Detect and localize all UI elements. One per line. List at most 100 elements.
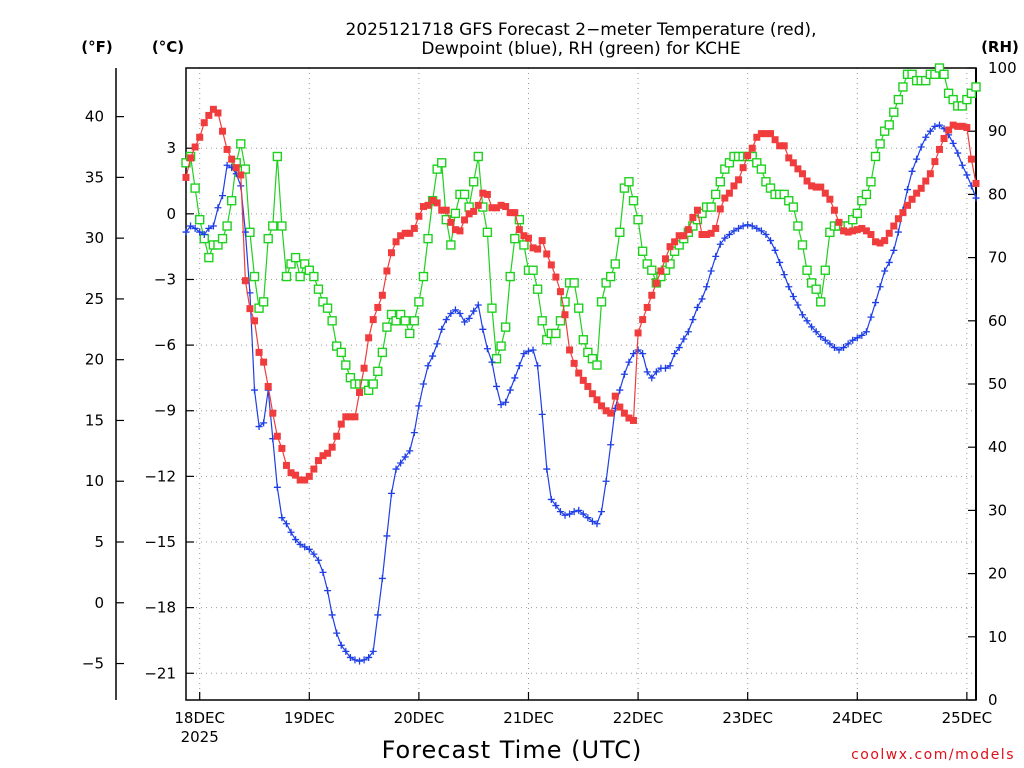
dewpoint-point (616, 386, 624, 394)
temp-point (913, 189, 921, 197)
temp-point (894, 215, 902, 223)
rh-point (405, 328, 415, 339)
temp-point (397, 232, 405, 240)
dewpoint-point (872, 299, 880, 307)
temp-point (776, 142, 784, 150)
temp-point (744, 152, 752, 160)
dewpoint-point (415, 402, 423, 410)
temp-point (917, 184, 925, 192)
dewpoint-point (223, 161, 231, 169)
dewpoint-point (963, 171, 971, 179)
rh-point (893, 94, 904, 105)
series-2 (181, 63, 981, 396)
dewpoint-point (515, 362, 523, 370)
temp-point (785, 154, 793, 162)
rh-point (368, 379, 378, 389)
dewpoint-point (314, 556, 322, 564)
dewpoint-point (401, 453, 409, 461)
temp-point (200, 119, 208, 127)
rh-point (852, 208, 862, 219)
dewpoint-point (419, 380, 427, 388)
dewpoint-point (954, 149, 962, 157)
rh-tick-label: 60 (988, 312, 1007, 330)
dewpoint-point (205, 224, 213, 232)
rh-point (226, 196, 237, 206)
f-unit-label: (°F) (81, 38, 112, 56)
dewpoint-point (328, 611, 336, 619)
temp-point (748, 144, 756, 152)
dewpoint-point (652, 368, 660, 376)
temp-point (502, 203, 510, 211)
dewpoint-point (671, 350, 679, 358)
dewpoint-point (630, 350, 638, 358)
dewpoint-point (789, 292, 797, 300)
dewpoint-point (552, 502, 560, 510)
dewpoint-point (470, 307, 478, 315)
temp-point (821, 189, 829, 197)
credit-link[interactable]: coolwx.com/models (851, 747, 1015, 763)
rh-point (400, 316, 410, 326)
dewpoint-point (547, 495, 555, 503)
f-tick-label: −5 (82, 655, 104, 673)
rh-point (811, 284, 821, 294)
grid-lines (186, 68, 976, 700)
dewpoint-point (689, 316, 697, 324)
dewpoint-point (707, 267, 715, 275)
temp-point (561, 311, 569, 319)
temp-point (187, 154, 195, 162)
dewpoint-point (849, 336, 857, 344)
dewpoint-point (725, 231, 733, 239)
rh-point (496, 341, 506, 351)
dewpoint-point (958, 161, 966, 169)
rh-point (487, 303, 497, 313)
temp-point (922, 177, 930, 185)
dewpoint-point (493, 382, 501, 390)
f-tick-label: 15 (85, 411, 104, 429)
dewpoint-point (575, 506, 583, 514)
rh-point (505, 271, 515, 282)
rh-point (875, 139, 885, 149)
f-tick-label: 25 (85, 290, 104, 308)
temp-point (324, 449, 332, 457)
rh-point (217, 233, 228, 244)
temp-point (634, 329, 642, 337)
dewpoint-point (250, 386, 258, 394)
temp-point (360, 364, 368, 372)
rh-point (820, 265, 831, 275)
temp-point (607, 409, 615, 417)
rh-point (482, 227, 493, 238)
dewpoint-point (451, 306, 459, 314)
temp-point (383, 267, 391, 275)
rh-point (468, 177, 479, 187)
rh-tick-label: 30 (988, 501, 1007, 519)
dewpoint-point (712, 252, 720, 260)
temp-point (757, 130, 765, 138)
dewpoint-point (465, 314, 473, 322)
dewpoint-point (360, 656, 368, 664)
temp-point (598, 402, 606, 410)
temp-point (282, 461, 290, 469)
temp-point (543, 250, 551, 258)
rh-point (281, 271, 292, 282)
dewpoint-point (620, 370, 628, 378)
dewpoint-point (835, 346, 843, 354)
f-tick-label: 35 (85, 168, 104, 186)
dewpoint-point (917, 143, 925, 151)
temp-point (483, 190, 491, 198)
rh-point (414, 297, 424, 307)
dewpoint-point (378, 574, 386, 582)
dewpoint-point (762, 231, 770, 239)
temp-point (301, 476, 309, 484)
series-line (185, 108, 977, 481)
rh-point (514, 214, 525, 225)
dewpoint-point (566, 510, 574, 518)
temp-point (223, 145, 231, 153)
rh-point (277, 221, 287, 231)
dewpoint-point (703, 283, 711, 291)
temp-point (579, 376, 587, 384)
dewpoint-point (319, 568, 327, 576)
temp-point (835, 218, 843, 226)
x-tick-sublabel: 2025 (181, 728, 219, 746)
